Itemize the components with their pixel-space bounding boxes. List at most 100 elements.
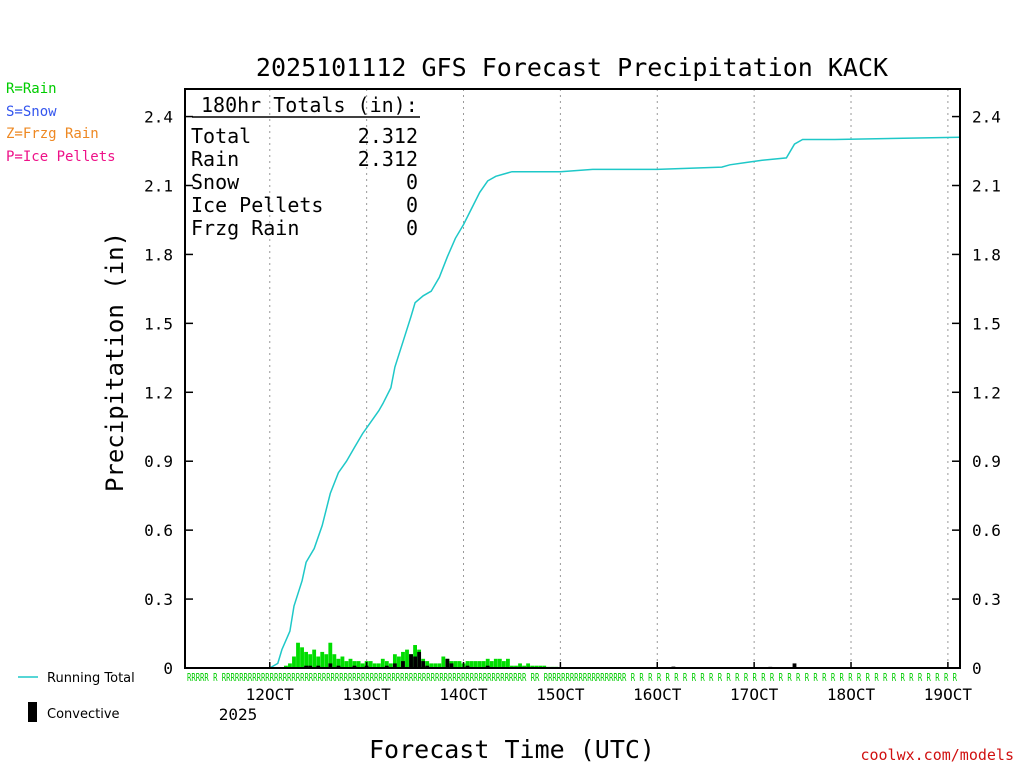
rain-bar — [376, 663, 381, 668]
rain-bar — [340, 656, 345, 668]
y-tick-label-right: 0.9 — [972, 452, 1001, 471]
rain-bar — [405, 649, 409, 668]
rain-bar — [348, 658, 353, 668]
x-tick-label: 14OCT — [439, 685, 488, 704]
convective-bar — [413, 656, 417, 668]
y-tick-label-left: 1.5 — [144, 314, 173, 333]
y-tick-label-right: 1.5 — [972, 314, 1001, 333]
convective-bar — [485, 665, 490, 668]
rain-bar — [384, 661, 389, 668]
rain-bar — [332, 654, 337, 668]
convective-bar — [417, 651, 422, 668]
running-total-line — [185, 136, 961, 669]
y-tick-label-right: 0.3 — [972, 590, 1001, 609]
rain-bar — [352, 661, 357, 668]
rain-bar — [489, 661, 494, 668]
rain-bar — [481, 661, 486, 668]
convective-bar — [792, 663, 797, 668]
grid — [269, 89, 949, 668]
y-tick-label-left: 2.4 — [144, 108, 173, 127]
rain-bar — [336, 658, 341, 668]
convective-bar — [401, 661, 405, 668]
rain-bar — [514, 665, 518, 668]
rain-bar — [425, 661, 430, 668]
y-tick-label-left: 0.6 — [144, 521, 173, 540]
totals-label-frzg-rain: Frzg Rain — [191, 216, 299, 240]
totals-value-total: 2.312 — [358, 124, 418, 148]
convective-bar — [425, 665, 430, 668]
convective-bar — [449, 663, 454, 668]
rain-bar — [401, 651, 405, 668]
rain-bar — [368, 661, 373, 668]
legend-frzg-rain: Z=Frzg Rain — [6, 126, 99, 142]
rain-bar — [441, 656, 446, 668]
convective-bar — [392, 663, 397, 668]
rain-bar — [429, 663, 434, 668]
rain-bar — [469, 661, 474, 668]
rain-bar — [457, 661, 462, 668]
rain-bar — [542, 665, 547, 668]
x-tick-label: 16OCT — [633, 685, 682, 704]
rain-bar — [497, 658, 502, 668]
convective-bar — [465, 665, 470, 668]
y-tick-label-right: 1.8 — [972, 245, 1001, 264]
y-tick-label-right: 2.1 — [972, 177, 1001, 196]
rain-bar — [465, 661, 470, 668]
rain-bar — [292, 656, 296, 668]
totals-box: 180hr Totals (in): Total 2.312 Rain 2.31… — [191, 93, 420, 240]
legend-rain: R=Rain — [6, 81, 57, 97]
rain-bar — [538, 665, 543, 668]
rain-bar — [380, 658, 385, 668]
rain-bar — [300, 647, 304, 668]
y-axis-label: Precipitation (in) — [101, 232, 129, 492]
rain-bar — [296, 642, 300, 668]
precip-type-codes: RRRRR R RRRRRRRRRRRRRRRRRRRRRRRRRRRRRRRR… — [187, 672, 957, 684]
x-tick-label: 15OCT — [536, 685, 585, 704]
rain-bar — [360, 663, 365, 668]
convective-bar — [409, 654, 413, 668]
rain-bar — [453, 661, 458, 668]
legend-snow: S=Snow — [6, 104, 57, 120]
rain-bar — [388, 663, 393, 668]
plot-frame — [184, 88, 961, 669]
rain-bar — [344, 661, 349, 668]
convective-bar — [384, 665, 389, 668]
x-tick-label: 12OCT — [246, 685, 295, 704]
totals-value-frzg-rain: 0 — [406, 216, 418, 240]
rain-bar — [510, 665, 514, 668]
x-tick-label: 13OCT — [343, 685, 392, 704]
totals-value-snow: 0 — [406, 170, 418, 194]
rain-bar — [530, 665, 535, 668]
rain-bar — [356, 661, 361, 668]
rain-bar — [477, 661, 482, 668]
y-tick-label-left: 0.3 — [144, 590, 173, 609]
totals-heading: 180hr Totals (in): — [201, 93, 418, 117]
y-tick-label-left: 2.1 — [144, 177, 173, 196]
y-tick-label-left: 0.9 — [144, 452, 173, 471]
rain-bar — [320, 651, 325, 668]
rain-bar — [304, 651, 309, 668]
rain-bar — [308, 654, 313, 668]
convective-bar — [328, 663, 333, 668]
convective-bar — [352, 665, 357, 668]
totals-label-ice-pellets: Ice Pellets — [191, 193, 323, 217]
convective-bar — [421, 661, 426, 668]
rain-bar — [518, 663, 522, 668]
y-tick-label-right: 0.6 — [972, 521, 1001, 540]
rain-bar — [505, 658, 510, 668]
rain-bar — [316, 656, 321, 668]
y-tick-label-left: 1.8 — [144, 245, 173, 264]
x-axis-label: Forecast Time (UTC) — [369, 735, 655, 764]
convective-bar — [336, 665, 341, 668]
convective-legend-swatch — [28, 702, 37, 722]
rain-bar — [328, 642, 333, 668]
rain-bar — [392, 654, 397, 668]
convective-bar — [445, 658, 450, 668]
rain-bar — [473, 661, 478, 668]
x-tick-label: 17OCT — [730, 685, 779, 704]
rain-bar — [372, 663, 377, 668]
y-tick-label-right: 2.4 — [972, 108, 1001, 127]
y-tick-label-right: 0 — [972, 659, 982, 678]
rain-bar — [501, 661, 506, 668]
